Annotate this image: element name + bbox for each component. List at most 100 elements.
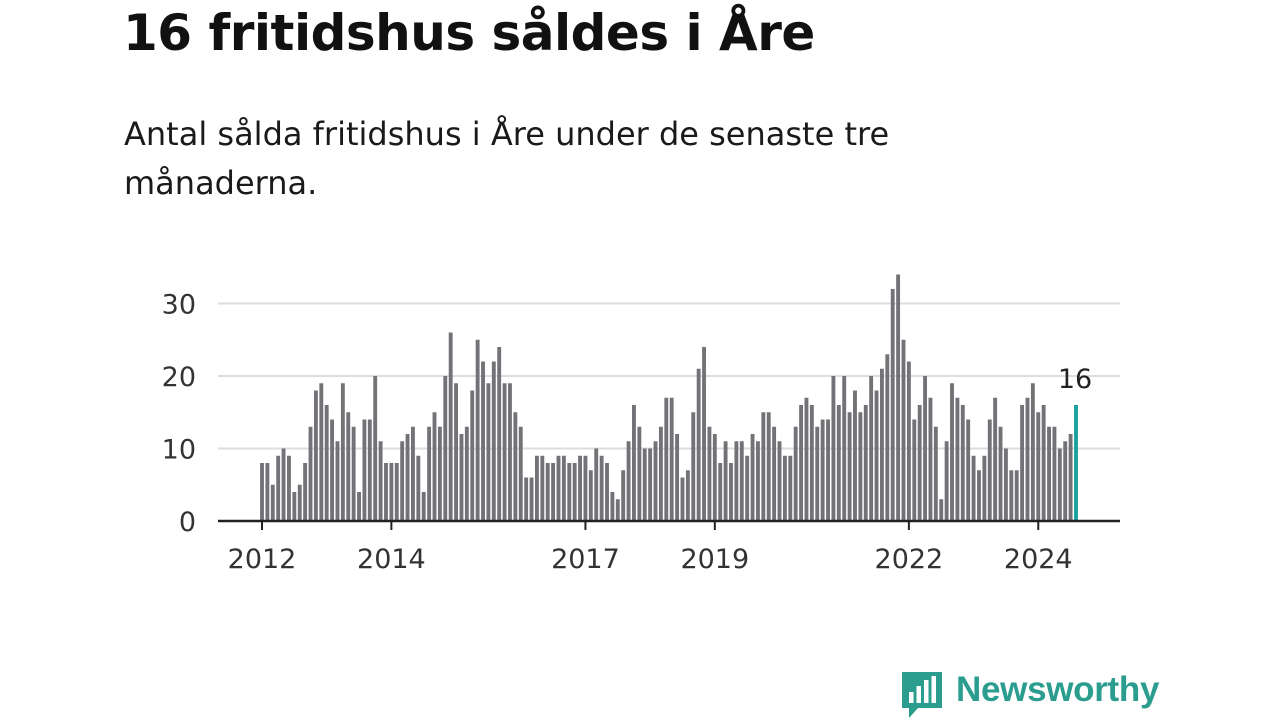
data-bar (658, 426, 663, 521)
x-tick-label: 2019 (680, 544, 749, 575)
bar-chart: 0 10 20 30 16 2012 2014 2017 2019 2022 2024 (162, 274, 1120, 576)
data-bar (1014, 470, 1019, 521)
data-bar (394, 463, 399, 521)
data-bar (330, 419, 335, 521)
data-bar (615, 499, 620, 521)
data-bar (335, 441, 340, 521)
y-tick-label: 10 (162, 435, 196, 466)
data-bar (793, 426, 798, 521)
axis-ticks (261, 521, 1040, 530)
data-bar (734, 441, 739, 521)
data-bar (815, 426, 820, 521)
data-bar (287, 455, 291, 521)
brand-name: Newsworthy (956, 670, 1160, 709)
data-bar (826, 419, 830, 521)
data-bar (260, 463, 264, 521)
data-bar (869, 376, 874, 521)
data-bar (578, 455, 582, 521)
data-bar (977, 470, 981, 521)
x-tick-label: 2022 (875, 544, 944, 575)
data-bar (971, 455, 976, 521)
data-bar (712, 434, 717, 521)
data-bar (270, 484, 275, 521)
data-bar (475, 339, 480, 521)
data-bar (1052, 426, 1057, 521)
data-bar (297, 484, 302, 521)
data-bar (534, 455, 539, 521)
data-bar (491, 361, 496, 521)
data-bar (696, 368, 701, 521)
x-tick-label: 2012 (228, 544, 297, 575)
axis-labels: 0 10 20 30 16 2012 2014 2017 2019 2022 2024 (162, 290, 1093, 576)
newsworthy-logo-icon (902, 672, 942, 718)
data-bar (427, 426, 432, 521)
data-bar (906, 361, 911, 521)
data-bar (761, 412, 766, 521)
data-bar (642, 448, 647, 521)
data-bar (809, 405, 814, 521)
data-bar (1025, 397, 1030, 521)
data-bar (993, 397, 998, 521)
data-bar (459, 434, 464, 521)
data-bar (556, 455, 561, 521)
data-bar (853, 390, 857, 521)
data-bar (400, 441, 405, 521)
data-bar (448, 332, 453, 521)
data-bar (518, 426, 523, 521)
data-bar (464, 426, 469, 521)
data-bar (890, 289, 895, 521)
data-bar (389, 463, 394, 521)
data-bar (799, 405, 804, 521)
data-bar (567, 463, 572, 521)
data-bar (777, 441, 782, 521)
data-bar (481, 361, 485, 521)
data-bar (367, 419, 372, 521)
data-bar (610, 492, 615, 521)
data-bar (1030, 383, 1035, 521)
data-bar (939, 499, 944, 521)
data-bar (357, 492, 361, 521)
data-bar (437, 426, 442, 521)
data-bar (788, 455, 793, 521)
data-bar (502, 383, 507, 521)
data-bar (772, 426, 777, 521)
bars (260, 274, 1078, 521)
data-bar (831, 376, 836, 521)
data-bar (691, 412, 696, 521)
data-bar (745, 455, 750, 521)
data-bar (632, 405, 636, 521)
highlight-bar (1074, 405, 1078, 521)
data-bar (750, 434, 755, 521)
data-bar (847, 412, 852, 521)
data-bar (917, 405, 922, 521)
data-bar (739, 441, 744, 521)
data-bar (281, 448, 286, 521)
data-bar (648, 448, 653, 521)
data-bar (626, 441, 631, 521)
data-bar (599, 455, 604, 521)
data-bar (1003, 448, 1008, 521)
data-bar (292, 492, 297, 521)
chart-subtitle: Antal sålda fritidshus i Åre under de se… (124, 115, 890, 202)
data-bar (766, 412, 771, 521)
data-bar (551, 463, 556, 521)
y-tick-label: 30 (162, 290, 196, 321)
data-bar (378, 441, 383, 521)
data-bar (443, 376, 448, 521)
data-bar (583, 455, 588, 521)
data-bar (411, 426, 415, 521)
data-bar (896, 274, 901, 521)
data-bar (265, 463, 270, 521)
data-bar (346, 412, 351, 521)
highlight-value-label: 16 (1058, 364, 1092, 395)
data-bar (497, 347, 502, 521)
data-bar (637, 426, 642, 521)
data-bar (1009, 470, 1014, 521)
data-bar (1041, 405, 1046, 521)
data-bar (470, 390, 475, 521)
data-bar (680, 477, 685, 521)
data-bar (960, 405, 965, 521)
data-bar (1068, 434, 1073, 521)
data-bar (373, 376, 378, 521)
data-bar (982, 455, 987, 521)
